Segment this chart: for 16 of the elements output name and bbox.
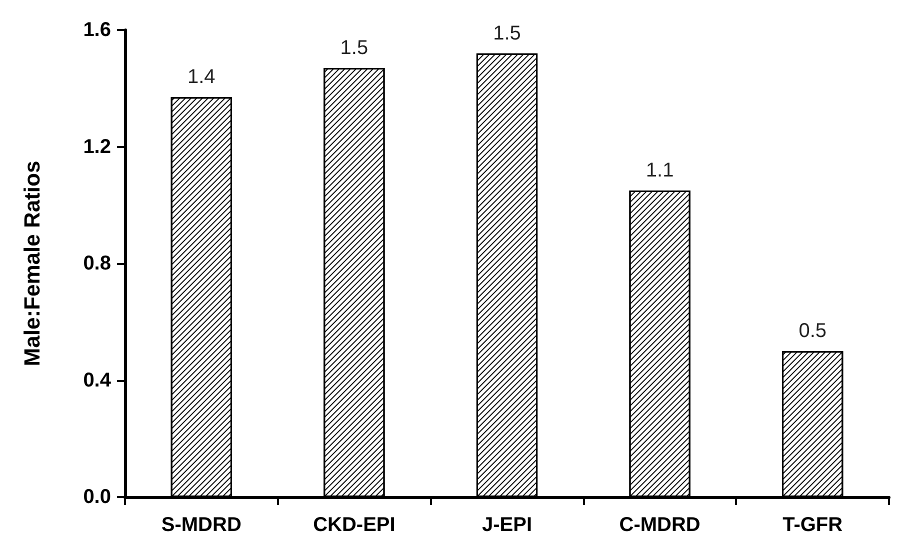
y-tick-label: 0.4 [83, 369, 112, 392]
data-label: 1.5 [493, 22, 521, 44]
x-tick-label: S-MDRD [161, 514, 242, 536]
data-label: 0.5 [798, 320, 827, 342]
y-tick-label: 0.0 [83, 486, 111, 508]
x-tick-label: J-EPI [482, 514, 532, 536]
x-tick-label: CKD-EPI [313, 514, 396, 536]
data-label: 1.1 [646, 160, 674, 182]
y-tick-label: 1.6 [83, 19, 111, 41]
data-label: 1.5 [340, 36, 368, 59]
data-label: 1.4 [187, 66, 216, 88]
y-axis-title: Male:Female Ratios [20, 160, 44, 366]
y-tick-label: 0.8 [83, 252, 111, 274]
x-tick-label: C-MDRD [619, 514, 700, 536]
y-tick-label: 1.2 [83, 136, 111, 158]
x-tick-label: T-GFR [782, 514, 844, 536]
